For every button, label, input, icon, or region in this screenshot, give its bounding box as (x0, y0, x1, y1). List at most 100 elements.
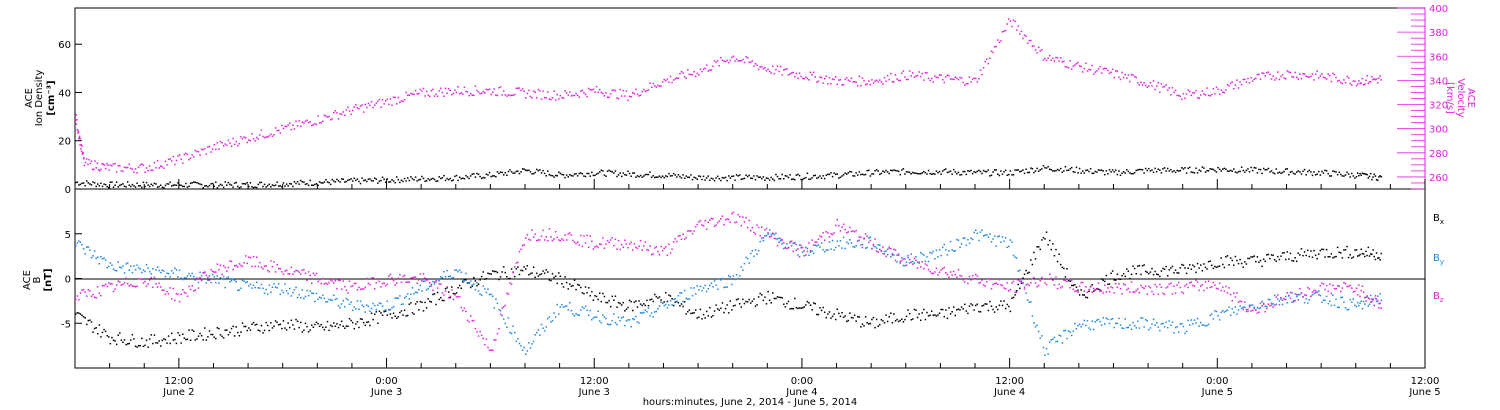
data-point (194, 279, 197, 281)
data-point (106, 266, 108, 269)
data-point (823, 239, 826, 241)
data-point (84, 291, 86, 293)
data-point (517, 87, 519, 90)
data-point (713, 310, 716, 312)
data-point (430, 285, 433, 287)
data-point (979, 69, 982, 71)
data-point (984, 234, 986, 236)
data-point (98, 292, 101, 294)
data-point (1225, 256, 1227, 258)
data-point (718, 178, 721, 180)
data-point (1107, 283, 1109, 286)
data-point (386, 98, 389, 101)
data-point (1185, 283, 1188, 286)
data-point (295, 318, 297, 321)
data-point (852, 317, 854, 319)
legend-bz-sub: z (1440, 296, 1444, 304)
data-point (789, 242, 791, 244)
data-point (770, 72, 772, 74)
data-point (169, 342, 171, 345)
data-point (808, 254, 810, 257)
data-point (288, 273, 291, 275)
data-point (539, 169, 541, 171)
data-point (677, 295, 680, 297)
data-point (1239, 305, 1241, 307)
data-point (117, 186, 119, 188)
bottom-ylabel: ACE B [nT] (22, 268, 54, 291)
data-point (910, 253, 912, 255)
data-point (1278, 78, 1281, 81)
data-point (1126, 77, 1128, 79)
data-point (1052, 243, 1054, 245)
data-point (466, 176, 469, 178)
data-point (1116, 322, 1119, 325)
data-point (800, 75, 802, 78)
data-point (125, 166, 127, 169)
data-point (677, 174, 680, 176)
data-point (279, 132, 282, 134)
data-point (611, 237, 614, 239)
data-point (1368, 255, 1371, 257)
data-point (751, 177, 754, 180)
data-point (701, 224, 703, 226)
data-point (1141, 317, 1144, 319)
data-point (765, 235, 768, 237)
data-point (847, 231, 850, 233)
data-point (440, 283, 442, 285)
data-point (241, 182, 244, 185)
data-point (713, 60, 716, 62)
data-point (603, 295, 606, 298)
data-point (885, 314, 887, 316)
data-point (638, 245, 640, 248)
data-point (1222, 91, 1224, 93)
data-point (808, 178, 810, 180)
data-point (128, 184, 130, 187)
data-point (169, 181, 171, 183)
data-point (1055, 340, 1057, 343)
data-point (885, 255, 887, 258)
data-point (1335, 255, 1337, 258)
data-point (260, 181, 263, 184)
data-point (666, 78, 669, 80)
data-point (111, 283, 113, 285)
data-point (1187, 267, 1189, 269)
data-point (422, 273, 425, 275)
data-point (468, 94, 470, 97)
data-point (152, 286, 154, 289)
data-point (496, 271, 499, 274)
data-point (1047, 57, 1049, 59)
data-point (608, 169, 610, 172)
data-point (853, 314, 856, 317)
data-point (798, 255, 801, 258)
data-point (123, 282, 126, 284)
data-point (161, 289, 164, 291)
data-point (671, 298, 673, 300)
data-point (561, 238, 563, 240)
data-point (833, 232, 835, 234)
data-point (502, 306, 505, 308)
data-point (1324, 256, 1326, 258)
data-point (784, 247, 787, 249)
data-point (97, 183, 99, 185)
data-point (998, 304, 1001, 307)
data-point (466, 281, 469, 284)
data-point (897, 170, 900, 173)
data-point (444, 275, 447, 278)
data-point (79, 313, 82, 315)
data-point (1340, 81, 1342, 84)
data-point (1003, 30, 1005, 32)
data-point (329, 279, 332, 281)
data-point (1078, 294, 1081, 296)
data-point (899, 260, 901, 263)
data-point (1047, 243, 1049, 246)
data-point (364, 311, 367, 313)
data-point (509, 331, 511, 334)
data-point (150, 169, 153, 172)
data-point (1270, 304, 1273, 306)
data-point (1107, 287, 1109, 289)
data-point (830, 233, 832, 235)
data-point (641, 249, 643, 251)
data-point (1240, 300, 1243, 303)
data-point (136, 264, 138, 266)
data-point (369, 310, 371, 312)
